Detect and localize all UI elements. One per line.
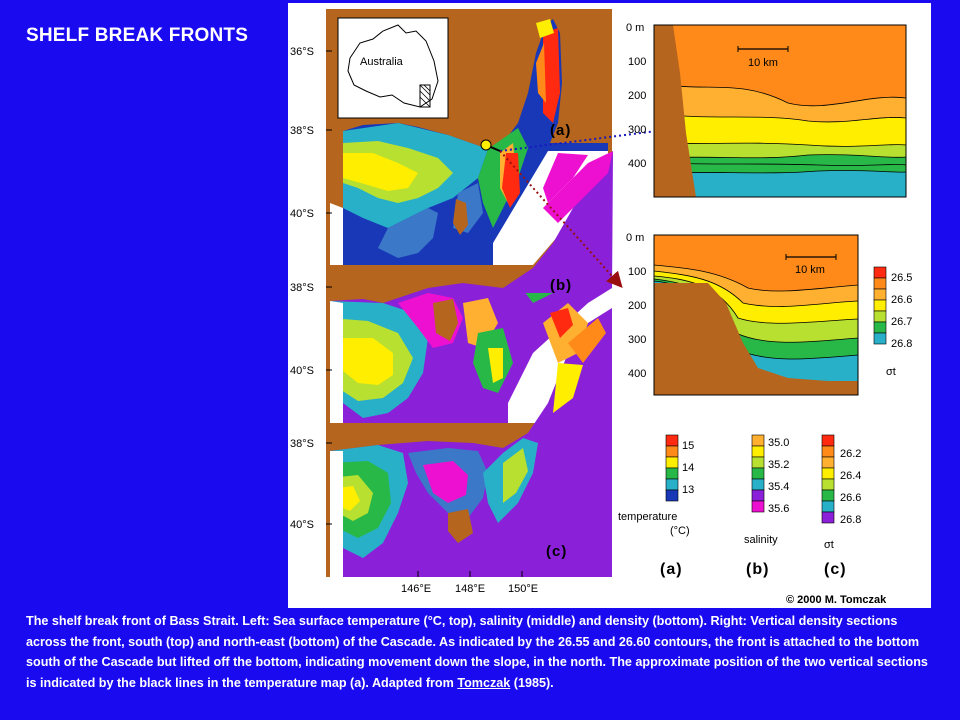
temp-value: 15 bbox=[682, 440, 694, 452]
depth-label: 100 bbox=[628, 56, 646, 68]
sigma-value: 26.7 bbox=[891, 316, 912, 328]
lat-label: 40°S bbox=[290, 519, 314, 531]
temp-unit: (°C) bbox=[670, 525, 690, 537]
depth-label: 0 m bbox=[626, 232, 644, 244]
section-arrow-top bbox=[499, 122, 676, 152]
figure-caption: The shelf break front of Bass Strait. Le… bbox=[26, 611, 931, 693]
depth-label: 400 bbox=[628, 368, 646, 380]
longitude-labels: 146°E 148°E 150°E bbox=[401, 583, 538, 595]
salinity-value: 35.0 bbox=[768, 437, 789, 449]
sigma-scale: 26.5 26.6 26.7 26.8 σt bbox=[873, 266, 912, 378]
density-value: 26.2 bbox=[840, 448, 861, 460]
depth-label: 100 bbox=[628, 266, 646, 278]
depth-label: 300 bbox=[628, 334, 646, 346]
density-value: 26.8 bbox=[840, 514, 861, 526]
caption-suffix: (1985). bbox=[510, 675, 554, 690]
salinity-value: 35.6 bbox=[768, 503, 789, 515]
latitude-labels: 36°S 38°S 40°S 38°S 40°S 38°S 40°S bbox=[290, 46, 314, 531]
density-value: 26.4 bbox=[840, 470, 861, 482]
sigma-value: 26.5 bbox=[891, 272, 912, 284]
figure-graphic: Australia bbox=[290, 9, 912, 606]
legend-salinity: 35.0 35.2 35.4 35.6 salinity bbox=[744, 434, 789, 546]
copyright: © 2000 M. Tomczak bbox=[786, 594, 887, 606]
temp-label: temperature bbox=[618, 511, 677, 523]
map-axes bbox=[326, 50, 523, 577]
sigma-value: 26.8 bbox=[891, 338, 912, 350]
tomczak-link[interactable]: Tomczak bbox=[457, 675, 511, 690]
salinity-value: 35.4 bbox=[768, 481, 789, 493]
map-panel-c bbox=[330, 303, 612, 577]
density-label: σt bbox=[824, 539, 834, 551]
legend-panel-label-a: (a) bbox=[660, 561, 683, 578]
caption-text: The shelf break front of Bass Strait. Le… bbox=[26, 614, 928, 690]
section-top: 10 km 0 m 100 200 300 400 bbox=[626, 22, 907, 198]
lat-label: 36°S bbox=[290, 46, 314, 58]
lat-label: 38°S bbox=[290, 282, 314, 294]
figure-panel: Australia bbox=[288, 3, 931, 608]
scale-label-bottom: 10 km bbox=[795, 264, 825, 276]
map-panel-labels: (a) (b) (c) bbox=[546, 122, 572, 560]
depth-label: 200 bbox=[628, 90, 646, 102]
sigma-value: 26.6 bbox=[891, 294, 912, 306]
sigma-label: σt bbox=[886, 366, 896, 378]
temp-value: 13 bbox=[682, 484, 694, 496]
lon-label: 148°E bbox=[455, 583, 485, 595]
lon-label: 146°E bbox=[401, 583, 431, 595]
panel-label-b: (b) bbox=[550, 277, 572, 294]
scale-label-top: 10 km bbox=[748, 57, 778, 69]
page-title: SHELF BREAK FRONTS bbox=[26, 25, 249, 46]
legend-temperature: 15 14 13 temperature (°C) bbox=[618, 434, 694, 537]
panel-label-c: (c) bbox=[546, 543, 567, 560]
lat-label: 38°S bbox=[290, 438, 314, 450]
salinity-label: salinity bbox=[744, 534, 778, 546]
depth-label: 300 bbox=[628, 124, 646, 136]
panel-label-a: (a) bbox=[550, 122, 571, 139]
salinity-value: 35.2 bbox=[768, 459, 789, 471]
legend-panel-label-b: (b) bbox=[746, 561, 769, 578]
temp-value: 14 bbox=[682, 462, 694, 474]
lat-label: 40°S bbox=[290, 365, 314, 377]
density-value: 26.6 bbox=[840, 492, 861, 504]
legend-density: 26.2 26.4 26.6 26.8 σt bbox=[821, 434, 861, 551]
depth-label: 200 bbox=[628, 300, 646, 312]
section-bottom: 10 km 0 m 100 200 300 400 26.5 26.6 26.7… bbox=[626, 232, 912, 396]
lat-label: 38°S bbox=[290, 125, 314, 137]
map-stack: Australia bbox=[290, 9, 613, 595]
depth-label: 0 m bbox=[626, 22, 644, 34]
lon-label: 150°E bbox=[508, 583, 538, 595]
depth-label: 400 bbox=[628, 158, 646, 170]
legend-panel-label-c: (c) bbox=[824, 561, 847, 578]
inset-label: Australia bbox=[360, 56, 404, 68]
lat-label: 40°S bbox=[290, 208, 314, 220]
